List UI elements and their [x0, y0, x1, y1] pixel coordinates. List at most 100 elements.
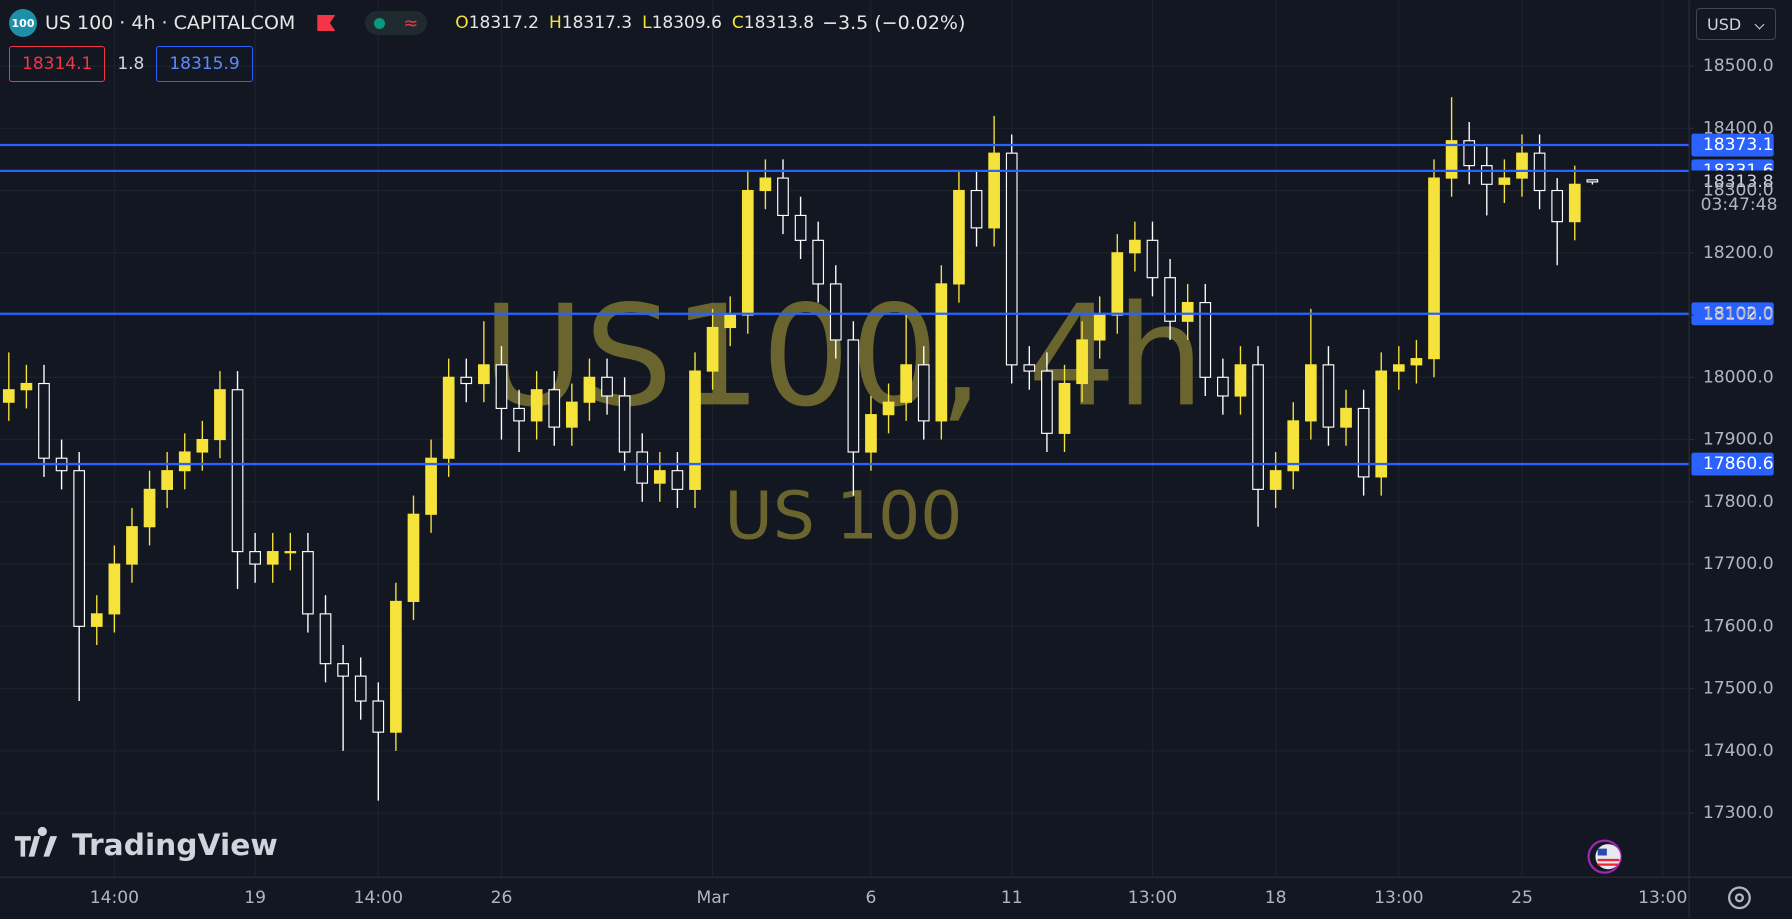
ohlc-value: 18309.6 — [651, 13, 722, 33]
delayed-icon: ≈ — [403, 12, 419, 34]
candle-body — [196, 438, 209, 453]
candle-body — [530, 389, 543, 422]
candle-body — [1269, 470, 1282, 490]
y-tick-label: 18100.0 — [1703, 305, 1774, 325]
candle-body — [671, 470, 684, 490]
candle-body — [1164, 277, 1176, 322]
y-tick-label: 17700.0 — [1703, 554, 1774, 574]
candle-body — [829, 283, 842, 341]
candle-body — [1322, 364, 1335, 428]
candle-body — [1076, 339, 1088, 385]
ohlc-value: 18317.3 — [561, 13, 633, 33]
x-tick-label: 14:00 — [354, 888, 403, 908]
candle-body — [1058, 382, 1071, 434]
level-label-bg — [1691, 133, 1774, 157]
candle-body — [689, 370, 701, 490]
candle-body — [178, 451, 191, 472]
candle-body — [1129, 239, 1141, 254]
y-tick-label: 18200.0 — [1703, 243, 1774, 263]
candle-body — [1357, 407, 1370, 478]
candle-body — [759, 177, 772, 192]
symbol-name[interactable]: US 100 · 4h · CAPITALCOM — [45, 12, 296, 34]
change: −3.5 (−0.02%) — [822, 12, 966, 34]
x-tick-label: 25 — [1511, 888, 1533, 908]
candle-body — [1023, 364, 1036, 372]
y-tick-label: 18500.0 — [1703, 56, 1774, 76]
candle-body — [865, 414, 877, 453]
tradingview-logo: TradingView — [14, 826, 278, 863]
level-label-bg — [1691, 302, 1774, 326]
candle-body — [706, 326, 719, 372]
x-tick-label: 13:00 — [1128, 888, 1177, 908]
x-tick-label: 26 — [491, 888, 513, 908]
flag-marker[interactable] — [317, 15, 336, 31]
candle-body — [1304, 364, 1317, 422]
candle-body — [460, 376, 473, 385]
flag-button[interactable] — [1587, 839, 1622, 874]
level-label: 18102.0 — [1703, 304, 1774, 324]
symbol-header: 100 US 100 · 4h · CAPITALCOM ≈ O18317.2 H… — [9, 8, 965, 38]
level-label: 17860.6 — [1703, 454, 1774, 474]
last-price-bg — [1691, 170, 1792, 217]
x-tick-label: 13:00 — [1638, 888, 1687, 908]
candle-body — [1005, 152, 1018, 366]
candle-body — [777, 177, 789, 216]
ohlc-item: C18313.8 — [732, 13, 814, 33]
candle-body — [108, 563, 121, 615]
candle-body — [73, 470, 86, 627]
settings-button[interactable] — [1728, 886, 1751, 910]
candle-body — [1111, 252, 1124, 316]
spread: 1.8 — [117, 54, 145, 74]
candle-body — [143, 488, 156, 528]
ohlc-key: O — [455, 13, 469, 33]
buy-button[interactable]: 18315.9 — [156, 46, 253, 82]
y-tick-label: 17300.0 — [1703, 803, 1774, 823]
candle-body — [126, 526, 138, 565]
candle-body — [565, 401, 578, 428]
candle-body — [1234, 364, 1247, 397]
levels: 18373.118331.618102.017860.618313.803:47… — [0, 133, 1792, 476]
currency-select[interactable]: USD — [1696, 8, 1776, 40]
market-open-dot — [374, 17, 386, 29]
candle-body — [407, 513, 420, 602]
candle-body — [618, 395, 631, 453]
candle-body — [1375, 370, 1388, 478]
logo-icon — [14, 826, 58, 857]
candle-body — [812, 239, 825, 285]
status-pill[interactable]: ≈ — [365, 11, 428, 35]
candle-body — [337, 663, 349, 677]
candle-body — [161, 470, 174, 490]
level-label: 18373.1 — [1703, 135, 1774, 155]
ohlc-item: O18317.2 — [455, 13, 539, 33]
candle-body — [38, 382, 50, 459]
candle-body — [513, 407, 525, 422]
candle-body — [935, 283, 948, 422]
symbol-icon: 100 — [9, 9, 37, 37]
candle-body — [1392, 364, 1405, 372]
last-price-label: 18313.8 — [1703, 172, 1774, 192]
candle-body — [1041, 370, 1053, 434]
ohlc-values: O18317.2 H18317.3 L18309.6 C18313.8 — [455, 13, 814, 33]
candle-body — [724, 314, 737, 329]
candle-body — [1340, 407, 1352, 428]
x-tick-label: 19 — [244, 888, 266, 908]
settings-icon[interactable] — [1728, 886, 1751, 910]
watermark-subtitle: US 100 — [724, 477, 962, 555]
ohlc-item: H18317.3 — [549, 13, 632, 33]
ohlc-key: C — [731, 13, 744, 33]
x-tick-label: 14:00 — [90, 888, 139, 908]
candle-body — [249, 551, 261, 565]
sell-button[interactable]: 18314.1 — [9, 46, 106, 82]
candle-body — [583, 376, 596, 403]
candle-body — [601, 376, 613, 397]
candle-body — [372, 700, 385, 733]
candle-body — [970, 189, 983, 229]
ohlc-item: L18309.6 — [642, 13, 722, 33]
candle-body — [390, 600, 402, 733]
candle-body — [1287, 420, 1300, 472]
y-tick-label: 18400.0 — [1703, 118, 1774, 138]
candle-body — [2, 389, 15, 403]
candle-body — [953, 189, 965, 285]
